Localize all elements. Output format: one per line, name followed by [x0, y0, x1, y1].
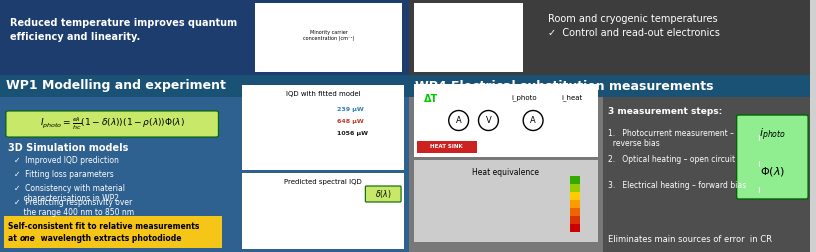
Text: 239 μW: 239 μW	[336, 107, 363, 112]
Text: ✓  Control and read-out electronics: ✓ Control and read-out electronics	[548, 28, 720, 38]
Text: 1056 μW: 1056 μW	[336, 131, 367, 136]
FancyBboxPatch shape	[366, 186, 401, 202]
Text: WP4 Electrical substitution measurements: WP4 Electrical substitution measurements	[415, 79, 713, 92]
Text: 3 measurement steps:: 3 measurement steps:	[608, 107, 722, 116]
Text: IQD with fitted model: IQD with fitted model	[286, 91, 361, 97]
FancyBboxPatch shape	[737, 115, 808, 199]
Bar	[570, 224, 580, 232]
Bar	[4, 216, 223, 248]
Bar	[570, 216, 580, 224]
Bar	[242, 85, 404, 170]
Bar	[570, 192, 580, 200]
Bar	[255, 3, 402, 72]
Bar	[0, 75, 409, 252]
Text: i_heat: i_heat	[561, 94, 582, 101]
Text: HEAT SINK: HEAT SINK	[430, 144, 463, 149]
Bar	[409, 75, 810, 97]
Text: 3.   Electrical heating – forward bias: 3. Electrical heating – forward bias	[608, 181, 746, 190]
Text: wavelength extracts photodiode: wavelength extracts photodiode	[38, 234, 181, 243]
Text: at: at	[8, 234, 20, 243]
Text: 648 μW: 648 μW	[336, 119, 363, 124]
Text: Predicted spectral IQD: Predicted spectral IQD	[284, 179, 362, 185]
Bar	[409, 75, 810, 252]
Text: i_photo: i_photo	[512, 94, 537, 101]
Bar	[414, 84, 597, 157]
Text: WP1 Modelling and experiment: WP1 Modelling and experiment	[6, 79, 226, 92]
Bar	[414, 160, 597, 242]
Bar	[414, 3, 523, 72]
Bar	[417, 141, 477, 153]
Text: ✓  Fitting loss parameters: ✓ Fitting loss parameters	[14, 170, 113, 179]
Text: Reduced temperature improves quantum: Reduced temperature improves quantum	[10, 18, 237, 28]
Bar	[242, 173, 404, 249]
Text: $\delta(\lambda)$: $\delta(\lambda)$	[375, 188, 392, 200]
Text: ✓  Improved IQD prediction: ✓ Improved IQD prediction	[14, 156, 119, 165]
Bar	[409, 0, 810, 75]
Bar	[570, 184, 580, 192]
Text: Eliminates main sources of error  in CR: Eliminates main sources of error in CR	[608, 235, 772, 244]
Text: 1.   Photocurrent measurement –
  reverse bias: 1. Photocurrent measurement – reverse bi…	[608, 129, 734, 148]
Text: $i_{photo}$: $i_{photo}$	[759, 127, 786, 143]
Text: ΔT: ΔT	[424, 94, 438, 104]
Bar	[602, 97, 810, 252]
Text: Heat equivalence: Heat equivalence	[472, 168, 539, 177]
Text: V: V	[486, 116, 491, 125]
Text: A: A	[530, 116, 536, 125]
Text: Self-consistent fit to relative measurements: Self-consistent fit to relative measurem…	[8, 222, 199, 231]
Text: 2.   Optical heating – open circuit: 2. Optical heating – open circuit	[608, 155, 734, 164]
Text: Minority carrier
concentration (cm⁻¹): Minority carrier concentration (cm⁻¹)	[303, 30, 354, 41]
Bar	[0, 0, 409, 75]
Bar	[570, 208, 580, 216]
Text: one: one	[20, 234, 36, 243]
Bar	[0, 75, 409, 97]
Text: A: A	[456, 116, 462, 125]
Text: ✓  Consistency with material
    characterisations in WP2: ✓ Consistency with material characterisa…	[14, 184, 125, 203]
Text: $I_{photo} = \frac{e\lambda}{hc}(1-\delta(\lambda))(1-\rho(\lambda))\Phi(\lambda: $I_{photo} = \frac{e\lambda}{hc}(1-\delt…	[40, 116, 184, 132]
Text: efficiency and linearity.: efficiency and linearity.	[10, 32, 140, 42]
Text: $\Phi(\lambda)$: $\Phi(\lambda)$	[760, 166, 785, 178]
Bar	[570, 200, 580, 208]
Text: Room and cryogenic temperatures: Room and cryogenic temperatures	[548, 14, 717, 24]
Bar	[570, 176, 580, 184]
Text: ✓  Predicting responsivity over
    the range 400 nm to 850 nm: ✓ Predicting responsivity over the range…	[14, 198, 134, 217]
FancyBboxPatch shape	[6, 111, 219, 137]
Text: 3D Simulation models: 3D Simulation models	[8, 143, 128, 153]
